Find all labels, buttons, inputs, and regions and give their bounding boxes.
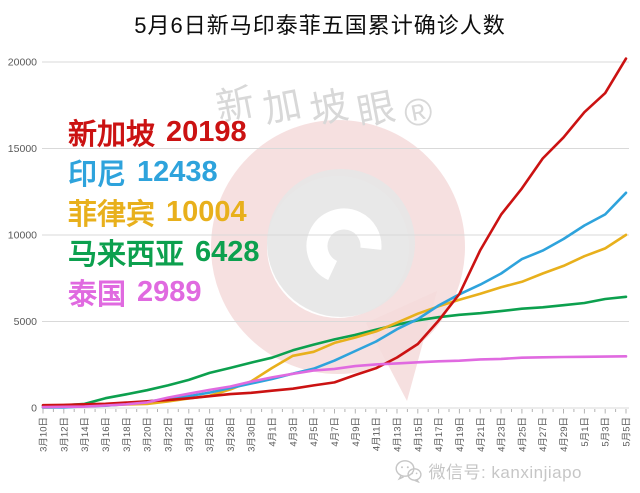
x-tick-label: 3月22日 (163, 417, 174, 452)
legend-country-label: 泰国 (68, 279, 127, 311)
x-tick-label: 3月28日 (226, 417, 237, 452)
legend-item-singapore: 新加坡 20198 (68, 112, 260, 152)
chart-title: 5月6日新马印泰菲五国累计确诊人数 (134, 13, 506, 38)
legend-item-indonesia: 印尼 12438 (68, 152, 260, 192)
x-tick-label: 3月10日 (39, 417, 50, 452)
x-tick-label: 4月7日 (330, 417, 341, 447)
x-tick-label: 5月1日 (580, 417, 591, 447)
y-tick-label: 15000 (8, 143, 37, 155)
legend-country-value: 20198 (166, 115, 247, 148)
x-tick-label: 4月21日 (476, 417, 487, 452)
x-tick-label: 3月18日 (122, 417, 133, 452)
wechat-footer: 微信号: kanxinjiapo (395, 458, 582, 483)
x-tick-label: 4月11日 (372, 417, 383, 451)
x-tick-label: 4月19日 (455, 417, 466, 452)
legend-item-malaysia: 马来西亚 6428 (68, 232, 260, 272)
wechat-icon (395, 459, 423, 483)
legend-country-label: 菲律宾 (68, 199, 156, 231)
x-tick-label: 3月14日 (80, 417, 91, 452)
x-tick-label: 5月3日 (601, 417, 612, 447)
x-tick-label: 4月23日 (497, 417, 508, 452)
legend-country-label: 新加坡 (68, 119, 156, 151)
series-line-4 (41, 354, 628, 409)
legend-item-thailand: 泰国 2989 (68, 272, 260, 312)
legend-country-value: 2989 (137, 275, 202, 308)
y-tick-label: 0 (31, 403, 37, 415)
x-tick-label: 3月24日 (184, 417, 195, 452)
x-tick-label: 4月1日 (268, 417, 279, 447)
series-line-3 (41, 295, 628, 408)
watermark-lens-disc (267, 169, 415, 317)
x-tick-label: 3月30日 (247, 417, 258, 452)
x-tick-label: 3月26日 (205, 417, 216, 452)
x-tick-label: 5月5日 (622, 417, 633, 447)
legend-country-value: 10004 (166, 195, 247, 228)
x-tick-label: 4月13日 (393, 417, 404, 452)
legend-country-value: 6428 (195, 235, 260, 268)
x-tick-label: 4月27日 (538, 417, 549, 452)
chart-legend: 新加坡 20198 印尼 12438 菲律宾 10004 马来西亚 6428 泰… (68, 112, 260, 312)
wechat-id-label: 微信号: kanxinjiapo (428, 463, 582, 482)
x-tick-label: 4月25日 (517, 417, 528, 452)
x-tick-label: 4月5日 (309, 417, 320, 447)
y-tick-label: 10000 (8, 230, 37, 242)
legend-item-philippines: 菲律宾 10004 (68, 192, 260, 232)
legend-country-value: 12438 (137, 155, 218, 188)
x-tick-label: 4月17日 (434, 417, 445, 452)
x-tick-label: 4月9日 (351, 417, 362, 447)
x-tick-label: 3月12日 (59, 417, 70, 452)
x-tick-label: 4月15日 (413, 417, 424, 452)
legend-country-label: 马来西亚 (68, 239, 185, 271)
legend-country-label: 印尼 (68, 159, 127, 191)
x-tick-label: 3月16日 (101, 417, 112, 452)
x-tick-label: 4月29日 (559, 417, 570, 452)
x-tick-label: 4月3日 (288, 417, 299, 447)
y-tick-label: 20000 (8, 57, 37, 69)
y-tick-label: 5000 (14, 316, 38, 328)
x-tick-label: 3月20日 (143, 417, 154, 452)
